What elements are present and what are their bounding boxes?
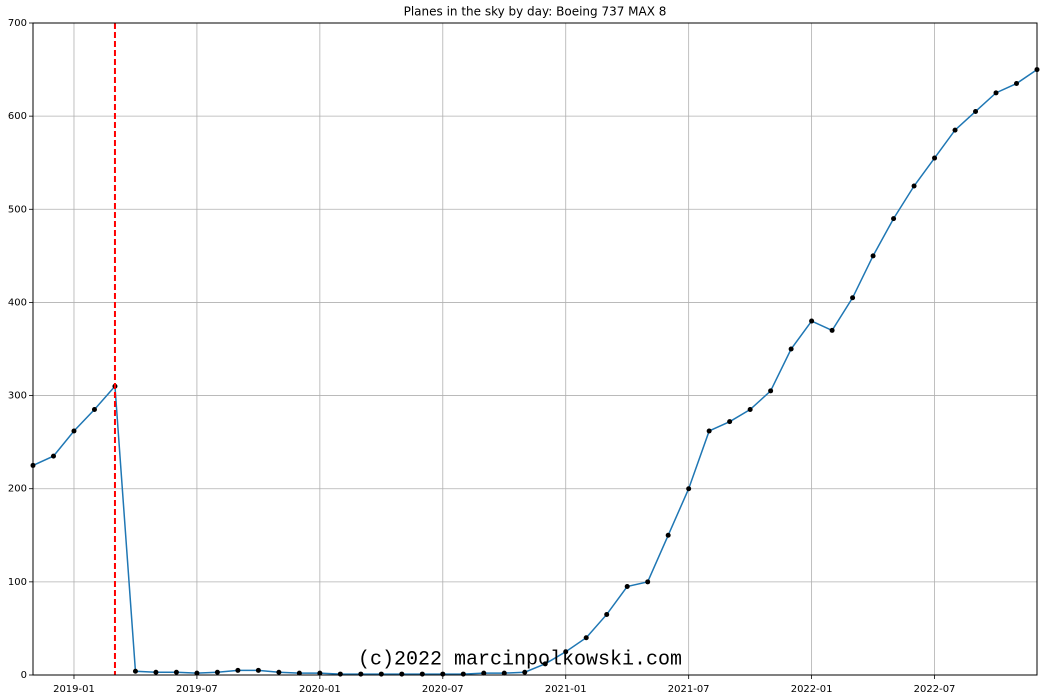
data-point [891,216,897,222]
series-line [32,68,1038,675]
data-point [645,579,651,585]
data-point [276,669,282,675]
data-point [604,611,610,617]
data-point [501,670,507,676]
y-tick-label: 100 [8,577,27,588]
data-point [419,671,425,677]
data-point [686,486,692,492]
data-point [870,253,876,259]
data-point [932,155,938,161]
x-tick-label: 2021-01 [545,684,587,695]
x-tick-label: 2020-07 [422,684,464,695]
y-tick-label: 700 [8,18,27,29]
data-point [727,419,733,425]
data-point [788,346,794,352]
data-point [973,108,979,114]
data-point [768,388,774,394]
y-tick-label: 600 [8,111,27,122]
data-point [952,127,958,133]
chart-title: Planes in the sky by day: Boeing 737 MAX… [404,5,667,19]
data-point [542,661,548,667]
x-tick-label: 2022-01 [791,684,833,695]
data-point [132,668,138,674]
data-point [993,90,999,96]
data-point [235,667,241,673]
data-point [911,183,917,189]
data-point [255,667,261,673]
data-point [481,670,487,676]
data-point [624,584,630,590]
x-tick-label: 2020-01 [299,684,341,695]
data-point [460,671,466,677]
data-point [71,428,77,434]
data-point [50,453,56,459]
data-point [378,671,384,677]
y-tick-label: 0 [21,670,27,681]
data-point [829,327,835,333]
data-point [214,669,220,675]
data-point [850,295,856,301]
y-tick-label: 200 [8,484,27,495]
x-tick-label: 2019-07 [176,684,218,695]
data-point [399,671,405,677]
data-point [173,669,179,675]
data-point [91,407,97,413]
watermark: (c)2022 marcinpolkowski.com [358,648,682,671]
data-point [358,671,364,677]
data-point [563,649,569,655]
x-tick-label: 2022-07 [914,684,956,695]
data-point [440,671,446,677]
data-point [583,635,589,641]
data-point [296,670,302,676]
y-tick-label: 400 [8,297,27,308]
x-tick-label: 2019-01 [53,684,95,695]
data-point [809,318,815,324]
data-point [706,428,712,434]
data-point [153,669,159,675]
data-point [194,670,200,676]
data-point [747,407,753,413]
plot-frame [32,22,1038,676]
y-tick-label: 300 [8,391,27,402]
data-point [337,671,343,677]
y-tick-label: 500 [8,204,27,215]
data-point [317,670,323,676]
data-point [1014,81,1020,87]
data-point [665,532,671,538]
x-tick-label: 2021-07 [668,684,710,695]
data-point [522,669,528,675]
